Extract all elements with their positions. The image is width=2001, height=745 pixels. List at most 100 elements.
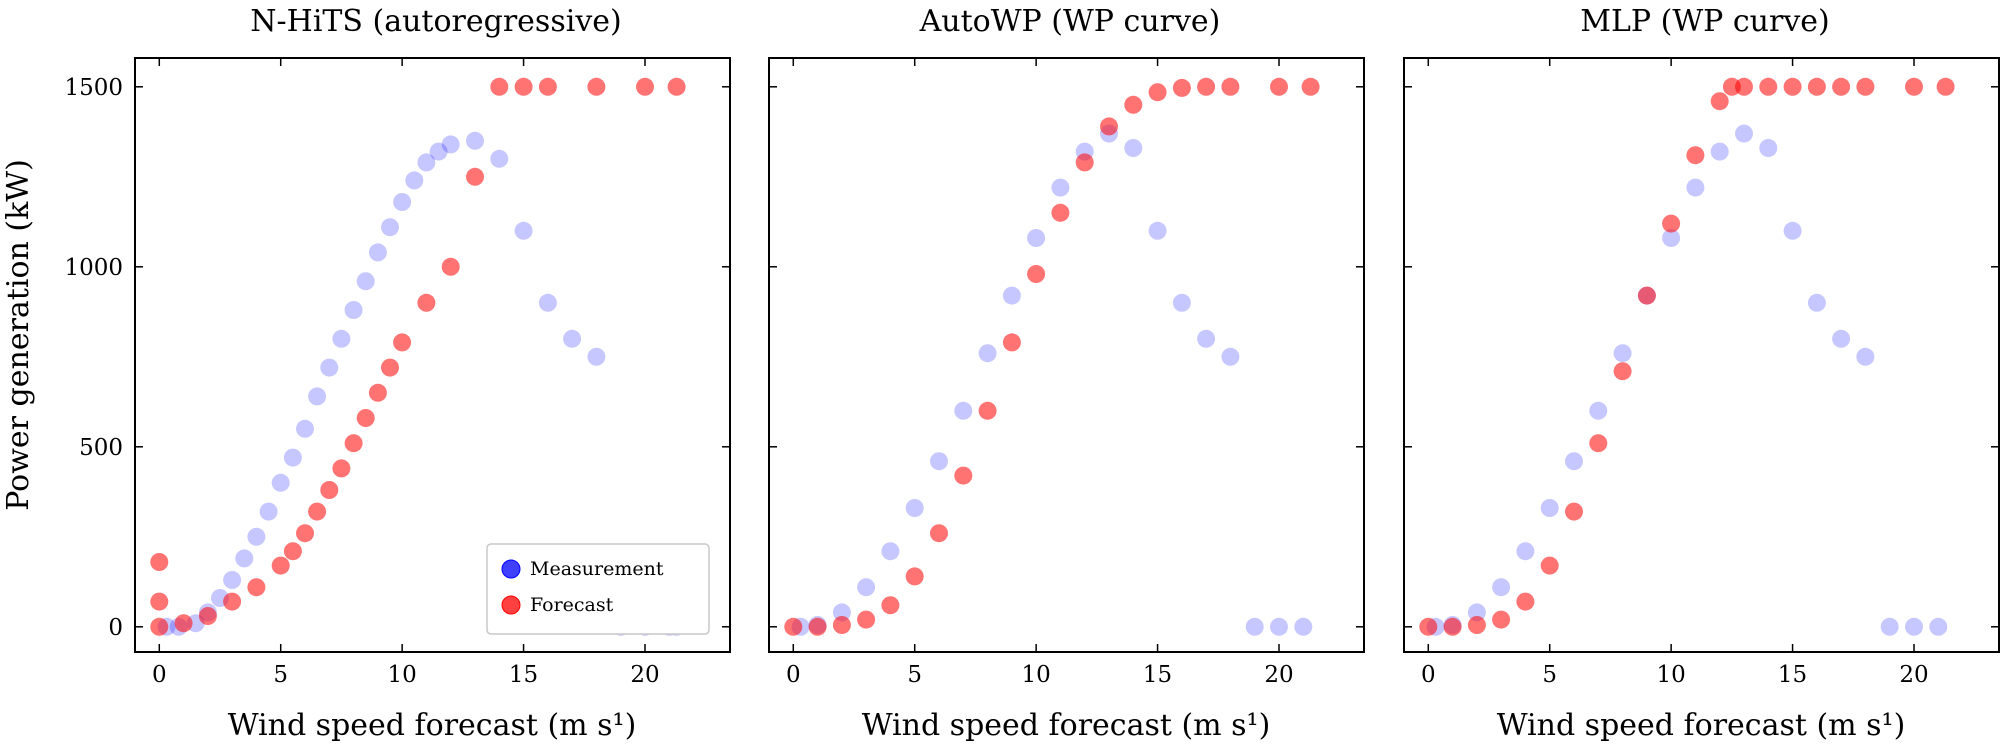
forecast-point [344,434,363,453]
plot-area: 0 5 10 15 20 [768,57,1365,688]
legend-forecast-marker [501,595,521,615]
forecast-point [320,481,339,499]
measurement-point [881,542,900,561]
measurement-point [1832,329,1851,348]
plot-area: 0 5 10 15 20 [1403,57,2000,688]
forecast-point [1735,77,1753,96]
forecast-point [832,616,851,634]
forecast-point [150,553,169,571]
panel-autowp: AutoWP (WP curve) 0 5 10 15 20 Wind speed fo… [768,4,1365,743]
x-tick-label: 0 [786,662,801,688]
measurement-point [1148,221,1167,240]
measurement-point [1492,578,1511,597]
x-tick-label: 20 [1899,662,1928,688]
forecast-point [1467,616,1486,634]
forecast-point [636,77,654,96]
forecast-point [1075,153,1094,172]
forecast-point [356,409,375,427]
measurement-point [1245,617,1264,636]
panel-title: AutoWP (WP curve) [919,4,1221,39]
measurement-point [1589,401,1608,420]
legend: Measurement Forecast [486,543,710,635]
forecast-point [247,578,266,597]
measurement-point [954,401,973,420]
forecast-point [271,556,290,575]
measurement-point [1467,603,1486,622]
forecast-point [1419,617,1438,636]
forecast-point [1197,77,1216,96]
forecast-point [490,77,509,96]
measurement-point [1124,139,1143,157]
measurement-point [368,243,387,262]
forecast-point [808,617,827,636]
measurement-point [1540,499,1559,517]
x-tick-label: 5 [273,662,288,688]
panel-nhits: N-HiTS (autoregressive) 0 5 10 15 20 0 500 1000… [64,4,731,743]
measurement-point [832,603,851,622]
forecast-point [1221,77,1240,96]
forecast-point [905,567,924,586]
forecast-point [1051,203,1070,222]
axes-frame [1403,57,2000,653]
forecast-point [1516,592,1535,611]
forecast-point [1027,265,1046,283]
measurement-point [930,452,948,471]
measurement-point [393,193,412,211]
measurement-point [1197,329,1216,348]
x-tick-label: 0 [152,662,167,688]
y-tick-label: 1000 [64,255,123,281]
x-tick-label: 5 [907,662,922,688]
forecast-point [954,466,973,485]
forecast-point [1613,362,1632,381]
measurement-point [1270,617,1288,636]
y-axis-label: Power generation (kW) [1,159,36,511]
measurement-point [1565,452,1583,471]
forecast-point [174,614,193,633]
measurement-point [1221,347,1240,366]
measurement-point [587,347,606,366]
measurement-point [356,272,375,291]
forecast-point [308,502,327,521]
forecast-point [1662,214,1681,233]
x-tick-label: 5 [1542,662,1557,688]
measurement-point [1880,617,1899,636]
measurement-point [344,301,363,319]
measurement-point [1710,142,1729,161]
measurement-point [308,387,327,406]
measurement-point [283,448,302,467]
forecast-point [587,77,606,96]
measurement-point [538,293,557,312]
forecast-point [1002,333,1021,352]
measurement-point [223,571,242,589]
panel-title: MLP (WP curve) [1580,4,1830,39]
forecast-point [1443,617,1462,636]
forecast-point [223,592,242,611]
legend-box [486,543,710,635]
measurement-point [1856,347,1875,366]
y-tick-label: 1500 [64,75,123,101]
forecast-point [1759,77,1778,96]
forecast-point [667,77,686,96]
forecast-point [1686,146,1705,165]
forecast-point [1783,77,1802,96]
measurement-point [1735,124,1753,143]
x-tick-label: 15 [1143,662,1172,688]
forecast-point [368,383,387,402]
y-tick-label: 0 [108,615,123,641]
forecast-point [1856,77,1875,96]
measurement-point [1613,344,1632,363]
measurement-point [429,142,448,161]
forecast-point [1710,92,1729,111]
measurement-point [271,473,290,492]
forecast-point [881,596,900,615]
measurement-point [1172,293,1191,312]
measurement-point [1759,139,1778,157]
measurement-point [490,149,509,168]
measurement-point [857,578,876,597]
measurement-point [1929,617,1948,636]
legend-measurement-marker [501,559,521,579]
forecast-point [441,257,460,276]
measurement-point [247,527,266,546]
